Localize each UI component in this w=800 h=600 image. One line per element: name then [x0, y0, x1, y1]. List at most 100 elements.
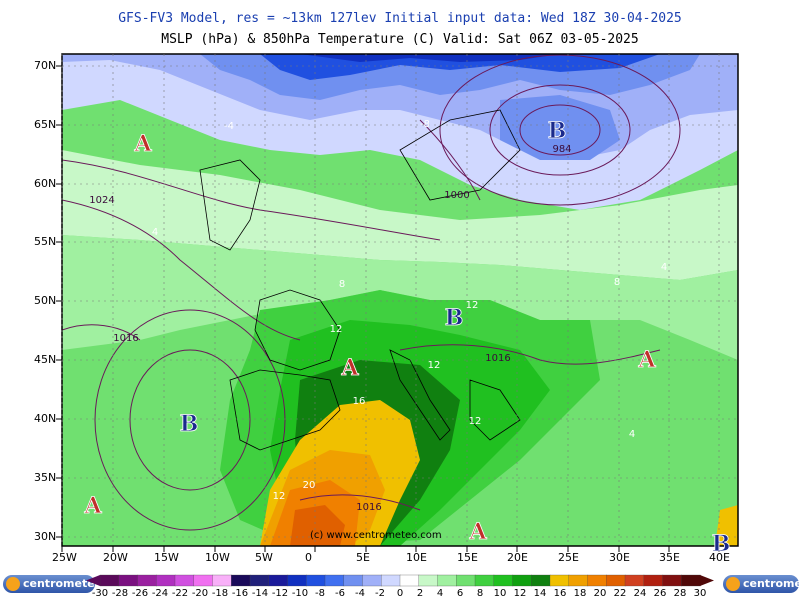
temperature-field — [62, 54, 738, 546]
legend-swatch — [156, 574, 176, 587]
brand-logo-right: centrometeo — [723, 575, 800, 593]
temperature-label: 4 — [152, 227, 158, 238]
coastlines — [199, 109, 521, 451]
legend-swatch — [268, 574, 289, 587]
legend-swatch — [137, 574, 157, 587]
legend-swatch — [531, 574, 551, 587]
isobar-label: 1016 — [113, 333, 138, 344]
lat-label: 55N — [34, 235, 57, 248]
lon-label: 15E — [457, 551, 478, 564]
temperature-label: 20 — [303, 480, 316, 491]
legend-tick-label: -10 — [291, 588, 309, 599]
lon-label: 25W — [52, 551, 77, 564]
legend-tick-label: 18 — [573, 588, 587, 599]
high-pressure-center: A — [468, 519, 487, 545]
lon-label: 5W — [255, 551, 273, 564]
low-pressure-center: B — [548, 118, 567, 144]
legend-tick-label: 24 — [633, 588, 647, 599]
legend-tick-label: -16 — [231, 588, 249, 599]
legend-swatch — [118, 574, 139, 587]
legend-tick-label: -20 — [191, 588, 209, 599]
temperature-label: 8 — [339, 279, 345, 290]
legend-swatch — [343, 574, 364, 587]
legend-tick-label: -12 — [271, 588, 289, 599]
legend-swatch — [587, 574, 607, 587]
high-pressure-center: A — [83, 493, 102, 519]
temperature-label: -4 — [224, 121, 234, 132]
legend-tick-label: -2 — [375, 588, 385, 599]
low-pressure-center: B — [445, 305, 464, 331]
lon-label: 0 — [305, 551, 312, 564]
header-line-2: MSLP (hPa) & 850hPa Temperature (C) Vali… — [161, 32, 639, 47]
legend-tick-label: 4 — [436, 588, 444, 599]
isobars — [62, 54, 681, 531]
legend-swatch — [399, 574, 420, 587]
legend-swatch — [437, 574, 457, 587]
lon-label: 25E — [558, 551, 579, 564]
legend-swatch — [624, 574, 645, 587]
lat-label: 50N — [34, 294, 57, 307]
lat-label: 65N — [34, 118, 57, 131]
temperature-label: 16 — [353, 396, 366, 407]
lon-label: 35E — [659, 551, 680, 564]
high-pressure-center: A — [133, 131, 152, 157]
lat-label: 30N — [34, 530, 57, 543]
legend-tick-label: -28 — [111, 588, 129, 599]
legend-swatch — [381, 574, 401, 587]
temperature-label: -8 — [420, 119, 430, 130]
lat-label: 40N — [34, 412, 57, 425]
temperature-label: 12 — [469, 416, 482, 427]
legend-swatch — [362, 574, 382, 587]
isobar-label: 984 — [552, 144, 571, 155]
legend-swatch — [99, 574, 120, 587]
legend-swatch — [568, 574, 589, 587]
temperature-label: 12 — [330, 324, 343, 335]
legend-swatch — [606, 574, 626, 587]
legend-swatch — [493, 574, 514, 587]
legend-tick-label: 12 — [513, 588, 527, 599]
temperature-label: 12 — [273, 491, 286, 502]
high-pressure-center: A — [637, 347, 656, 373]
legend-arrow-right — [700, 575, 714, 586]
legend-swatch — [418, 574, 439, 587]
legend-tick-label: 30 — [693, 588, 707, 599]
legend-swatch — [474, 574, 495, 587]
temperature-label: 4 — [629, 429, 635, 440]
watermark: (c) www.centrometeo.com — [310, 530, 442, 541]
legend-swatch — [249, 574, 270, 587]
legend-tick-label: -8 — [315, 588, 325, 599]
temperature-label: 4 — [661, 262, 667, 273]
temperature-label: 8 — [614, 277, 620, 288]
legend-tick-label: -18 — [211, 588, 229, 599]
legend-tick-label: 2 — [416, 588, 424, 599]
legend-swatch — [212, 574, 232, 587]
legend-tick-label: -22 — [171, 588, 189, 599]
legend-tick-label: 10 — [493, 588, 507, 599]
legend-swatch — [231, 574, 251, 587]
isobar-label: 1000 — [444, 190, 469, 201]
isobar-label: 1016 — [485, 353, 510, 364]
legend-tick-label: -24 — [151, 588, 169, 599]
lat-label: 35N — [34, 471, 57, 484]
legend-tick-label: -4 — [355, 588, 365, 599]
temperature-label: 12 — [466, 300, 479, 311]
legend-tick-label: 14 — [533, 588, 547, 599]
color-legend — [86, 574, 714, 587]
legend-tick-label: 6 — [456, 588, 464, 599]
legend-swatch — [193, 574, 214, 587]
temperature-label: 12 — [428, 360, 441, 371]
low-pressure-center: B — [712, 531, 731, 557]
legend-swatch — [287, 574, 307, 587]
legend-swatch — [549, 574, 570, 587]
lon-label: 15W — [154, 551, 179, 564]
header-line-1: GFS-FV3 Model, res = ~13km 127lev Initia… — [118, 11, 682, 26]
legend-tick-label: 16 — [553, 588, 567, 599]
legend-swatch — [456, 574, 476, 587]
lon-label: 5E — [356, 551, 370, 564]
high-pressure-center: A — [340, 355, 359, 381]
lat-label: 70N — [34, 59, 57, 72]
isobar-label: 1016 — [356, 502, 381, 513]
legend-swatch — [306, 574, 326, 587]
legend-tick-label: 0 — [396, 588, 404, 599]
